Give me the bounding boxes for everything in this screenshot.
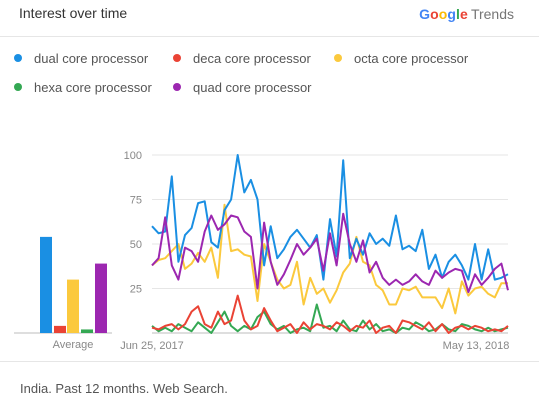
- legend-dot-hexa: [14, 83, 22, 91]
- legend-item-deca[interactable]: deca core processor: [173, 51, 311, 66]
- brand-letter-4: g: [447, 6, 457, 22]
- x-tick-label: May 13, 2018: [443, 340, 510, 352]
- series-line: [151, 212, 509, 294]
- y-tick-label: 25: [130, 284, 142, 296]
- y-tick-label: 75: [130, 195, 142, 207]
- average-label: Average: [53, 339, 94, 351]
- legend-item-octa[interactable]: octa core processor: [334, 51, 468, 66]
- legend-label-dual: dual core processor: [34, 51, 149, 66]
- google-wordmark: Google: [419, 6, 468, 22]
- google-trends-logo[interactable]: Google Trends: [419, 6, 514, 22]
- chart-footer: India. Past 12 months. Web Search.: [20, 381, 228, 396]
- legend-label-hexa: hexa core processor: [34, 80, 152, 95]
- average-bar: [67, 279, 79, 333]
- brand-letter-2: o: [430, 6, 439, 22]
- interest-over-time-chart[interactable]: 25 50 75 100 Average Jun 25, 2017 May 13, 2018: [0, 0, 539, 361]
- average-bar: [54, 325, 66, 333]
- brand-letter-6: e: [460, 6, 468, 22]
- legend-label-octa: octa core processor: [354, 51, 469, 66]
- series-line: [151, 154, 509, 281]
- average-bar: [81, 329, 93, 333]
- legend-dot-dual: [14, 54, 22, 62]
- brand-letter-3: o: [438, 6, 448, 22]
- legend-dot-octa: [334, 54, 342, 62]
- average-bar: [40, 236, 52, 333]
- x-tick-label: Jun 25, 2017: [120, 340, 184, 352]
- brand-letter-5: l: [456, 6, 461, 22]
- series-line: [151, 294, 509, 334]
- legend-dot-quad: [173, 83, 181, 91]
- y-tick-label: 100: [124, 150, 142, 162]
- average-bar: [95, 263, 107, 333]
- y-tick-label: 50: [130, 239, 142, 251]
- footer-divider: [0, 361, 539, 362]
- legend-label-quad: quad core processor: [193, 80, 312, 95]
- legend-item-hexa[interactable]: hexa core processor: [14, 80, 152, 95]
- legend-label-deca: deca core processor: [193, 51, 311, 66]
- trends-wordmark: Trends: [470, 6, 514, 22]
- legend-dot-deca: [173, 54, 181, 62]
- chart-header: Interest over time Google Trends: [0, 0, 539, 37]
- series-line: [151, 303, 509, 334]
- series-line: [151, 203, 508, 315]
- chart-title: Interest over time: [19, 5, 128, 21]
- brand-letter-1: G: [419, 6, 431, 22]
- legend-item-quad[interactable]: quad core processor: [173, 80, 312, 95]
- legend-item-dual[interactable]: dual core processor: [14, 51, 148, 66]
